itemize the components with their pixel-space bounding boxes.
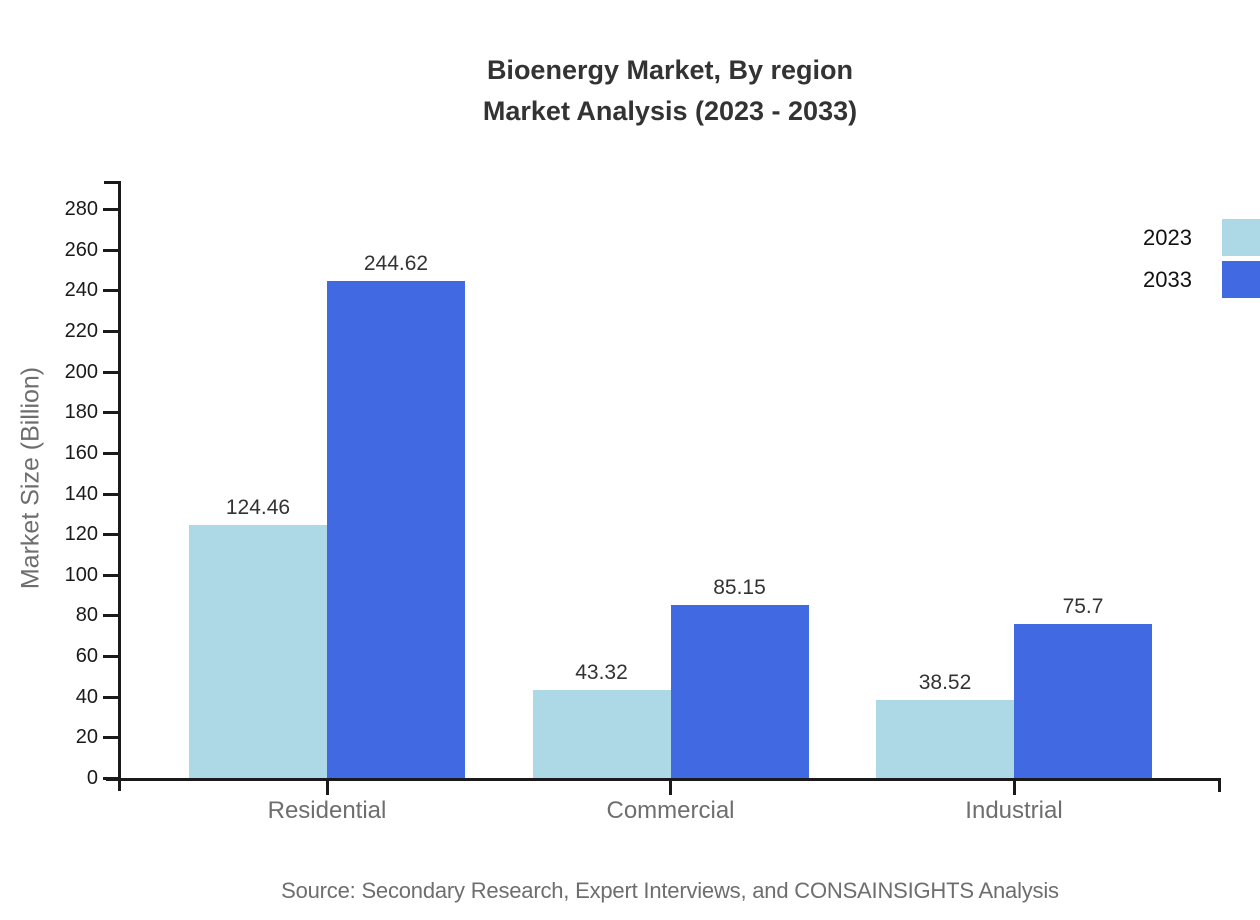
bar-2033-commercial: 85.15 [670,576,809,778]
x-tick-industrial [1012,781,1016,795]
legend-label: 2033 [1143,266,1192,292]
y-tick-mark [103,655,118,659]
legend-label: 2023 [1143,224,1192,250]
y-tick-mark [103,573,118,577]
legend-swatch [1222,261,1260,298]
y-tick-label: 0 [86,767,98,789]
y-tick-mark [103,777,118,780]
y-tick-mark [103,736,118,740]
y-tick-label: 240 [64,279,98,302]
category-label-industrial: Industrial [965,797,1063,824]
y-tick-mark [103,248,118,252]
y-tick-mark [103,533,118,537]
y-tick-label: 80 [75,604,98,627]
y-tick-mark [103,411,118,415]
y-tick-label: 60 [75,645,98,668]
x-tick-residential [325,781,329,795]
bar-value-label: 244.62 [363,251,429,275]
x-tick-commercial [669,781,672,795]
legend: 2023 2033 [1143,219,1260,298]
source-text: Source: Secondary Research, Expert Inter… [281,878,1059,903]
chart-title-line2: Market Analysis (2023 - 2033) [482,96,858,126]
y-tick-mark [103,492,118,496]
y-tick-mark [103,370,118,374]
y-tick-mark [103,614,118,618]
y-tick-mark [103,695,118,699]
bar-2033-industrial: 75.7 [1014,595,1152,778]
y-axis-end-cap [104,181,119,184]
y-tick-label: 280 [64,198,98,220]
y-tick-label: 220 [64,319,98,342]
y-tick-label: 120 [64,523,98,546]
bar-value-label: 38.52 [918,670,972,694]
bar-groups: 124.46 244.62 Residential 43.32 85.15 Commerc… [121,208,1220,824]
bar-2023-residential: 124.46 [189,496,327,778]
y-tick-mark [103,208,118,211]
chart-title-line1: Bioenergy Market, By region [486,55,854,85]
y-axis-line [118,181,121,791]
y-tick-mark [103,329,118,333]
bar-group-industrial: 38.52 75.7 Industrial [876,595,1152,824]
y-tick-label: 20 [75,726,98,749]
bar-2023-industrial: 38.52 [876,671,1014,778]
y-tick-label: 100 [64,563,98,586]
x-axis-line [106,778,1221,781]
bar-value-label: 85.15 [713,575,766,599]
bar-value-label: 75.7 [1062,595,1104,619]
category-label-commercial: Commercial [606,797,735,824]
bar-2023-commercial: 43.32 [532,661,671,778]
bar-value-label: 124.46 [225,496,291,520]
y-tick-label: 200 [64,360,98,383]
y-tick-label: 180 [64,401,98,424]
legend-swatch [1222,219,1260,256]
bar-value-label: 43.32 [575,660,628,684]
y-tick-mark [103,451,118,455]
legend-item-2023: 2023 [1143,219,1260,256]
bar-group-residential: 124.46 244.62 Residential [189,252,465,824]
legend-item-2033: 2033 [1143,261,1260,298]
y-tick-mark [103,289,118,293]
chart-title: Bioenergy Market, By region Market Analy… [120,50,1220,132]
y-tick-label: 160 [64,441,98,464]
y-tick-label: 260 [64,238,98,261]
y-tick-label: 40 [75,685,98,708]
bar-group-commercial: 43.32 85.15 Commercial [532,576,809,824]
bar-2033-residential: 244.62 [327,252,465,778]
category-label-residential: Residential [267,797,387,824]
x-axis-end-cap [1218,778,1221,792]
y-tick-label: 140 [64,482,98,505]
